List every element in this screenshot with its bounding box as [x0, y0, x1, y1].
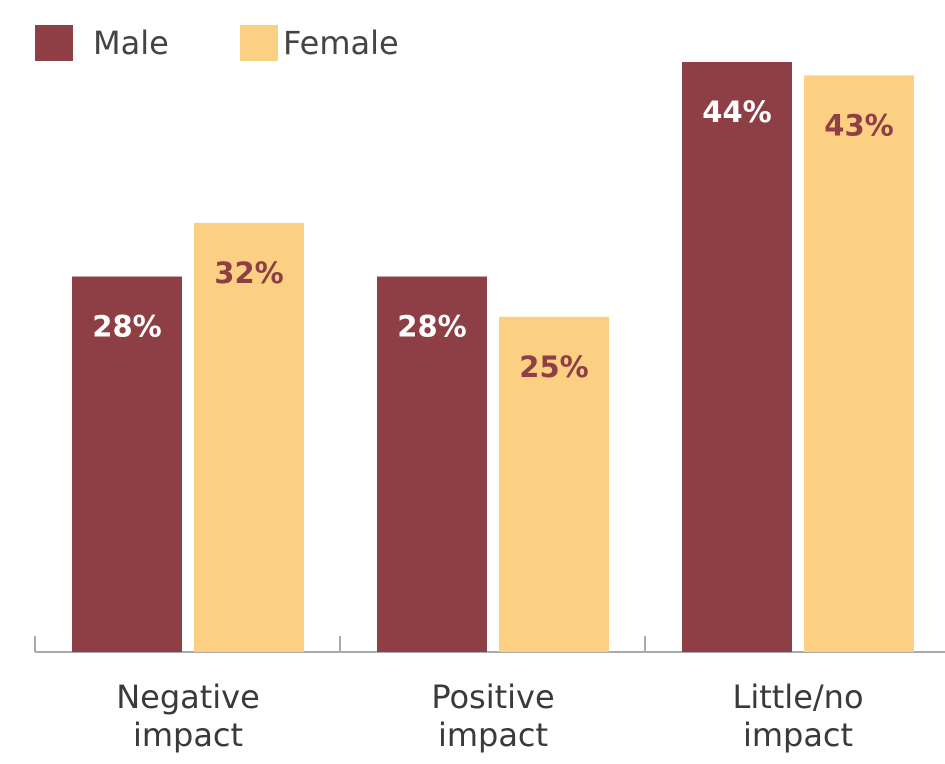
- legend-label: Male: [93, 24, 169, 62]
- value-label: 43%: [824, 108, 893, 142]
- legend-swatch: [35, 25, 73, 61]
- x-tick-label: Positive impact: [431, 678, 555, 754]
- legend-swatch: [240, 25, 278, 61]
- x-tick-label: Negative impact: [116, 678, 260, 754]
- bar: [194, 222, 304, 652]
- value-label: 25%: [519, 350, 588, 384]
- value-label: 28%: [397, 310, 466, 344]
- value-label: 44%: [702, 95, 771, 129]
- bar: [682, 62, 792, 652]
- x-tick-label: Little/no impact: [732, 678, 864, 754]
- legend-label: Female: [283, 24, 399, 62]
- bar: [72, 276, 182, 652]
- bar: [377, 276, 487, 652]
- bar: [499, 316, 609, 652]
- value-label: 28%: [92, 310, 161, 344]
- bar: [804, 75, 914, 653]
- value-label: 32%: [214, 256, 283, 290]
